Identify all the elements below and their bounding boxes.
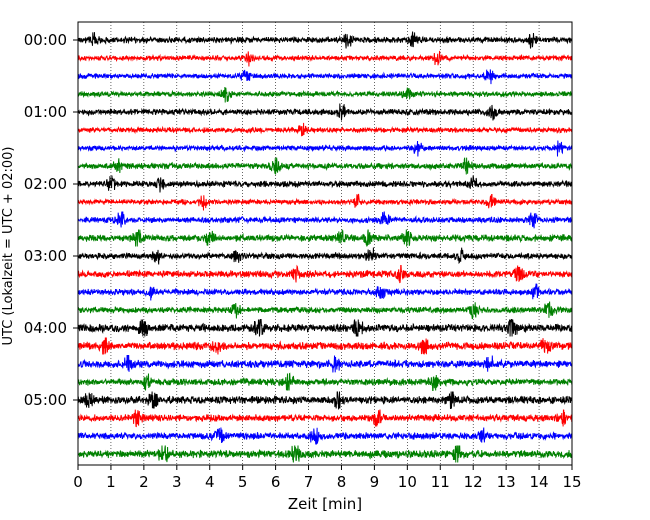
- x-tick-label: 3: [172, 473, 182, 491]
- trace-0430: [77, 355, 573, 373]
- trace-0515: [77, 409, 573, 428]
- y-tick-label: 02:00: [24, 175, 67, 193]
- x-tick-label: 11: [431, 473, 450, 491]
- x-axis-ticks: 0 1 2 3 4 5 6 7 8 9 10 11 12 13 14 15: [73, 465, 582, 491]
- trace-0315: [77, 264, 573, 284]
- trace-0200: [77, 175, 573, 193]
- x-tick-label: 0: [73, 473, 83, 491]
- y-tick-label: 05:00: [24, 391, 67, 409]
- x-tick-label: 14: [530, 473, 549, 491]
- trace-0330: [77, 283, 573, 301]
- trace-0445: [77, 372, 573, 391]
- trace-0300: [77, 247, 573, 265]
- plot-frame: [77, 21, 573, 466]
- y-axis-ticks: 00:00 01:00 02:00 03:00 04:00 05:00: [24, 31, 78, 409]
- trace-0415: [77, 337, 573, 355]
- y-tick-label: 00:00: [24, 31, 67, 49]
- x-tick-label: 10: [398, 473, 417, 491]
- y-tick-label: 01:00: [24, 103, 67, 121]
- x-tick-label: 9: [370, 473, 380, 491]
- traces: [77, 31, 573, 463]
- trace-0345: [77, 301, 573, 319]
- y-tick-label: 03:00: [24, 247, 67, 265]
- x-tick-label: 12: [464, 473, 483, 491]
- y-axis-label: UTC (Lokalzeit = UTC + 02:00): [1, 147, 16, 346]
- trace-0545: [77, 445, 573, 463]
- x-tick-label: 6: [271, 473, 281, 491]
- trace-0115: [77, 122, 573, 137]
- trace-0045: [77, 87, 573, 103]
- x-tick-label: 1: [106, 473, 116, 491]
- x-tick-label: 4: [205, 473, 215, 491]
- trace-0130: [77, 140, 573, 157]
- x-tick-label: 15: [562, 473, 581, 491]
- trace-0245: [77, 229, 573, 247]
- trace-0030: [77, 69, 573, 85]
- x-axis-label: Zeit [min]: [288, 495, 362, 513]
- trace-0145: [77, 157, 573, 175]
- y-tick-label: 04:00: [24, 319, 67, 337]
- trace-0500: [77, 391, 573, 411]
- x-tick-label: 13: [497, 473, 516, 491]
- trace-0530: [77, 427, 573, 445]
- trace-0015: [77, 50, 573, 67]
- x-tick-label: 5: [238, 473, 248, 491]
- x-tick-label: 2: [139, 473, 149, 491]
- trace-0215: [77, 193, 573, 211]
- trace-0230: [77, 211, 573, 229]
- grid-lines: [110, 22, 540, 465]
- trace-0400: [77, 319, 573, 337]
- x-tick-label: 7: [304, 473, 314, 491]
- trace-0100: [77, 103, 573, 121]
- x-tick-label: 8: [337, 473, 347, 491]
- trace-0000: [77, 31, 573, 49]
